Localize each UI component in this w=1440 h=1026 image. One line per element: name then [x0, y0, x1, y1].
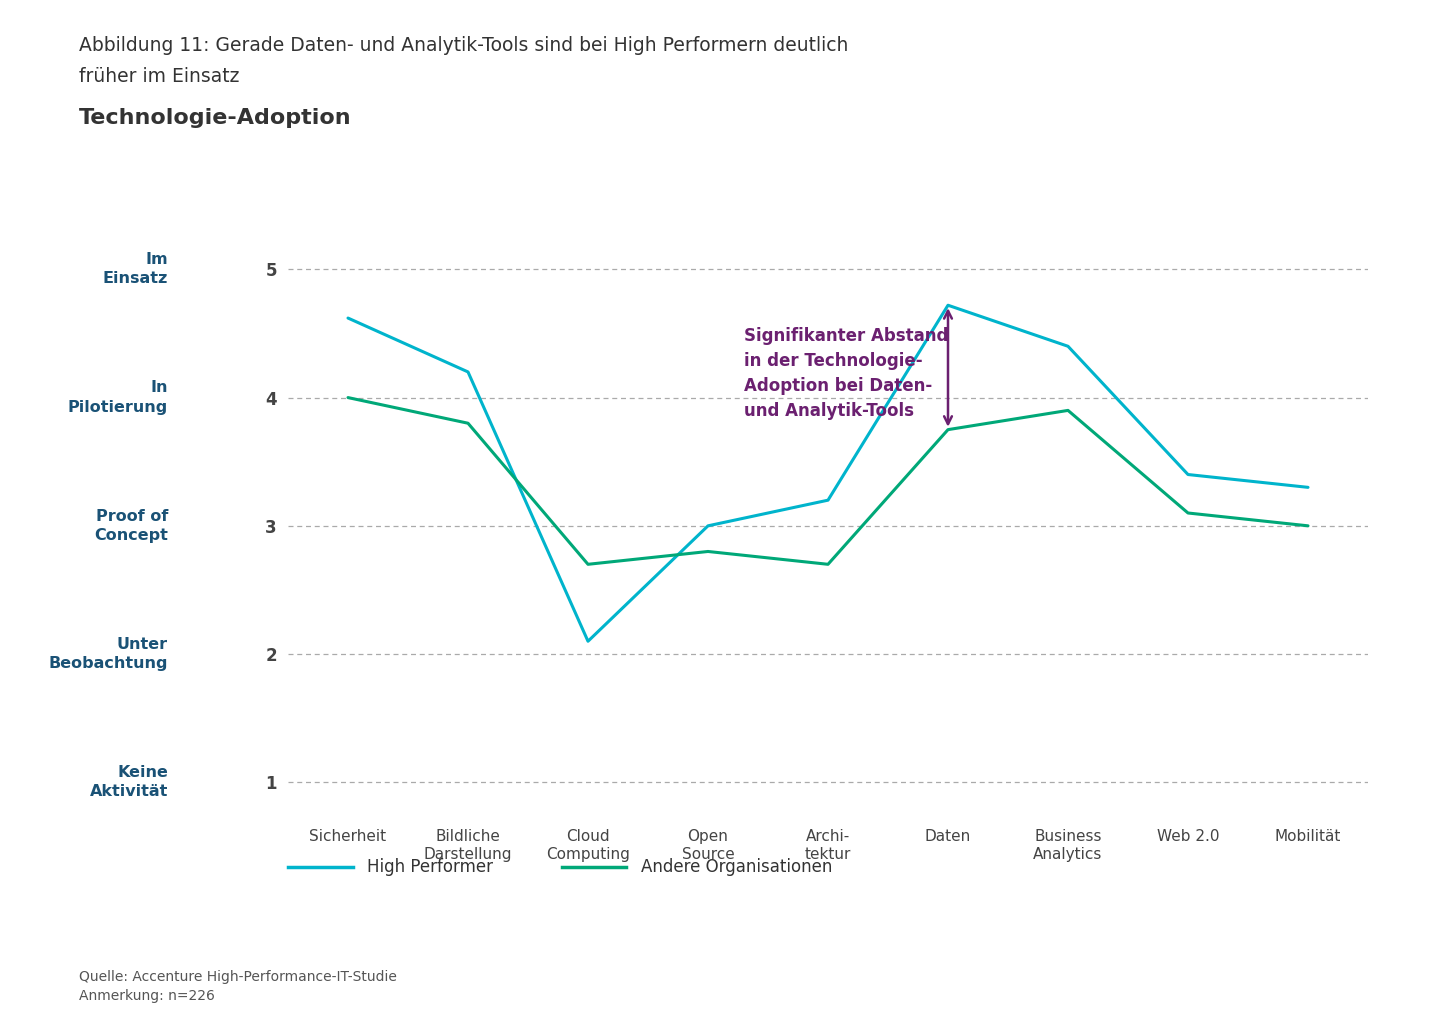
Text: Technologie-Adoption: Technologie-Adoption	[79, 108, 351, 127]
Text: Proof of
Concept: Proof of Concept	[94, 509, 168, 543]
Text: Abbildung 11: Gerade Daten- und Analytik-Tools sind bei High Performern deutlich: Abbildung 11: Gerade Daten- und Analytik…	[79, 36, 848, 55]
Text: Keine
Aktivität: Keine Aktivität	[89, 765, 168, 799]
Text: Signifikanter Abstand
in der Technologie-
Adoption bei Daten-
und Analytik-Tools: Signifikanter Abstand in der Technologie…	[744, 327, 949, 420]
Text: früher im Einsatz: früher im Einsatz	[79, 67, 239, 86]
Text: Im
Einsatz: Im Einsatz	[102, 252, 168, 286]
Text: Quelle: Accenture High-Performance-IT-Studie
Anmerkung: n=226: Quelle: Accenture High-Performance-IT-St…	[79, 970, 397, 1003]
Text: Andere Organisationen: Andere Organisationen	[641, 858, 832, 876]
Text: In
Pilotierung: In Pilotierung	[68, 381, 168, 415]
Text: High Performer: High Performer	[367, 858, 492, 876]
Text: Unter
Beobachtung: Unter Beobachtung	[49, 637, 168, 671]
